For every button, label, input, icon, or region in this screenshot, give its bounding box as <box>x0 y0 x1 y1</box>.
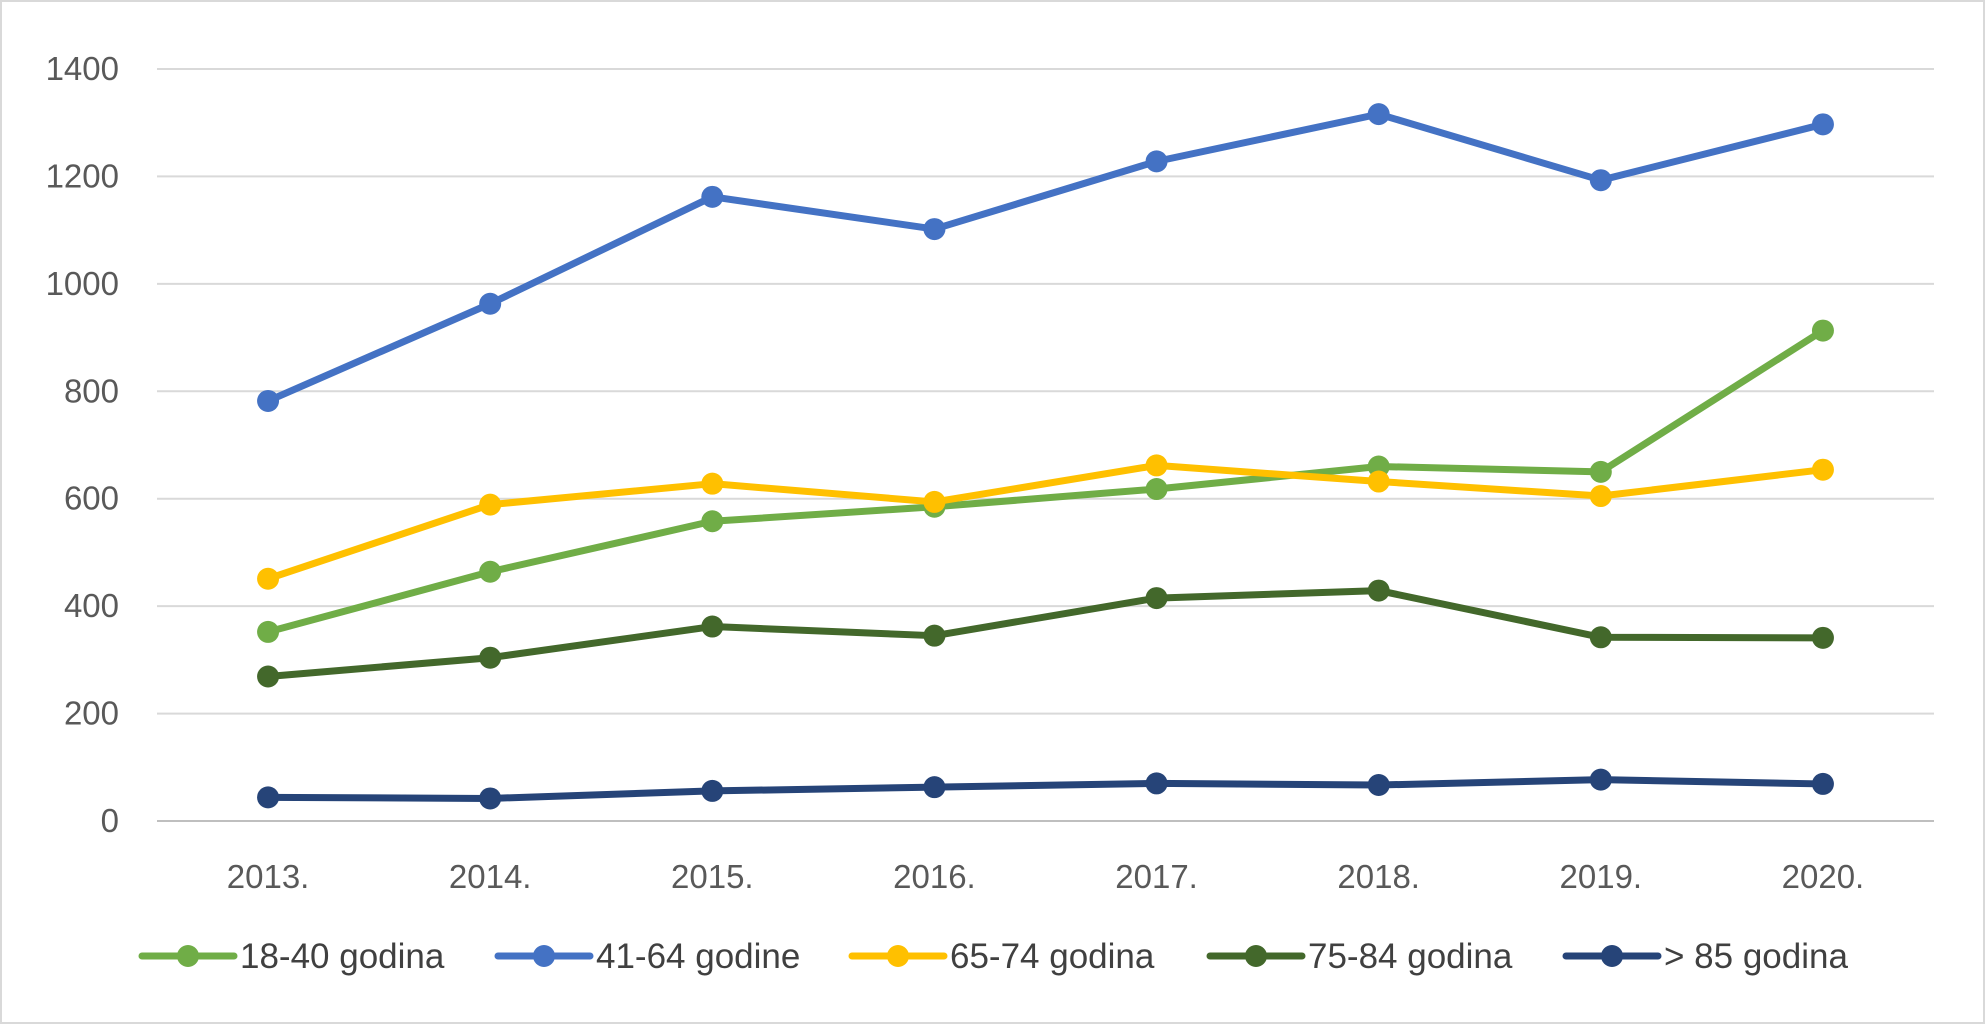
data-point <box>1811 772 1834 795</box>
series-4 <box>257 579 1834 688</box>
data-point <box>923 776 946 799</box>
legend-label: 18-40 godina <box>240 937 445 976</box>
series-group <box>257 103 1834 810</box>
gridlines <box>157 68 1934 822</box>
data-point <box>701 779 724 802</box>
x-tick-label: 2017. <box>1115 858 1198 895</box>
legend-swatch-marker <box>533 945 555 967</box>
data-point <box>1145 150 1168 173</box>
data-point <box>479 292 502 315</box>
data-point <box>1811 113 1834 136</box>
x-tick-label: 2020. <box>1782 858 1865 895</box>
y-tick-label: 600 <box>64 480 119 517</box>
data-point <box>257 389 280 412</box>
legend-item: 18-40 godina <box>138 937 445 976</box>
data-point <box>1589 169 1612 192</box>
data-point <box>701 510 724 533</box>
data-point <box>923 218 946 241</box>
data-point <box>479 646 502 669</box>
legend-swatch-marker <box>1601 945 1623 967</box>
data-point <box>1367 470 1390 493</box>
data-point <box>1145 772 1168 795</box>
data-point <box>479 560 502 583</box>
legend-item: 75-84 godina <box>1206 937 1513 976</box>
y-axis: 0 200 400 600 800 1000 1200 1400 <box>46 50 119 839</box>
legend-item: 41-64 godine <box>494 937 800 976</box>
data-point <box>479 787 502 810</box>
data-point <box>1589 485 1612 508</box>
y-tick-label: 800 <box>64 372 119 409</box>
data-point <box>923 490 946 513</box>
y-tick-label: 1000 <box>46 265 119 302</box>
data-point <box>1589 626 1612 649</box>
data-point <box>1145 587 1168 610</box>
series-line <box>264 327 1827 636</box>
x-axis: 2013. 2014. 2015. 2016. 2017. 2018. 2019. 2020. <box>227 858 1864 895</box>
legend-label: 75-84 godina <box>1308 937 1513 976</box>
y-tick-label: 1400 <box>46 50 119 87</box>
data-point <box>257 665 280 688</box>
data-point <box>479 493 502 516</box>
data-point <box>923 624 946 647</box>
data-point <box>701 185 724 208</box>
series-line <box>264 587 1827 681</box>
y-tick-label: 400 <box>64 587 119 624</box>
series-line <box>264 461 1827 583</box>
data-point <box>1589 460 1612 483</box>
x-tick-label: 2019. <box>1560 858 1643 895</box>
data-point <box>1367 774 1390 797</box>
data-point <box>257 567 280 590</box>
data-point <box>1367 579 1390 602</box>
legend-label: 65-74 godina <box>950 937 1155 976</box>
data-point <box>1811 626 1834 649</box>
y-tick-label: 0 <box>101 802 119 839</box>
data-point <box>701 615 724 638</box>
data-point <box>257 786 280 809</box>
data-point <box>1811 458 1834 481</box>
legend-swatch-marker <box>887 945 909 967</box>
legend-swatch-marker <box>1245 945 1267 967</box>
legend-swatch-marker <box>177 945 199 967</box>
data-point <box>1367 103 1390 126</box>
data-point <box>1145 478 1168 501</box>
data-point <box>1367 455 1390 478</box>
legend: 18-40 godina 41-64 godine 65-74 godina 75-8… <box>138 937 1848 976</box>
x-tick-label: 2014. <box>449 858 532 895</box>
legend-label: > 85 godina <box>1664 937 1848 976</box>
data-point <box>1145 454 1168 477</box>
data-point <box>257 620 280 643</box>
data-point <box>1589 768 1612 791</box>
legend-label: 41-64 godine <box>596 937 800 976</box>
y-tick-label: 200 <box>64 695 119 732</box>
legend-item: 65-74 godina <box>848 937 1155 976</box>
data-point <box>1811 319 1834 342</box>
series-2 <box>257 103 1834 412</box>
x-tick-label: 2015. <box>671 858 754 895</box>
legend-item: > 85 godina <box>1562 937 1848 976</box>
x-tick-label: 2018. <box>1337 858 1420 895</box>
series-5 <box>257 768 1834 810</box>
x-tick-label: 2013. <box>227 858 310 895</box>
series-line <box>264 776 1827 802</box>
y-tick-label: 1200 <box>46 157 119 194</box>
data-point <box>701 472 724 495</box>
series-1 <box>257 319 1834 643</box>
series-line <box>264 110 1827 405</box>
x-tick-label: 2016. <box>893 858 976 895</box>
series-3 <box>257 454 1834 590</box>
